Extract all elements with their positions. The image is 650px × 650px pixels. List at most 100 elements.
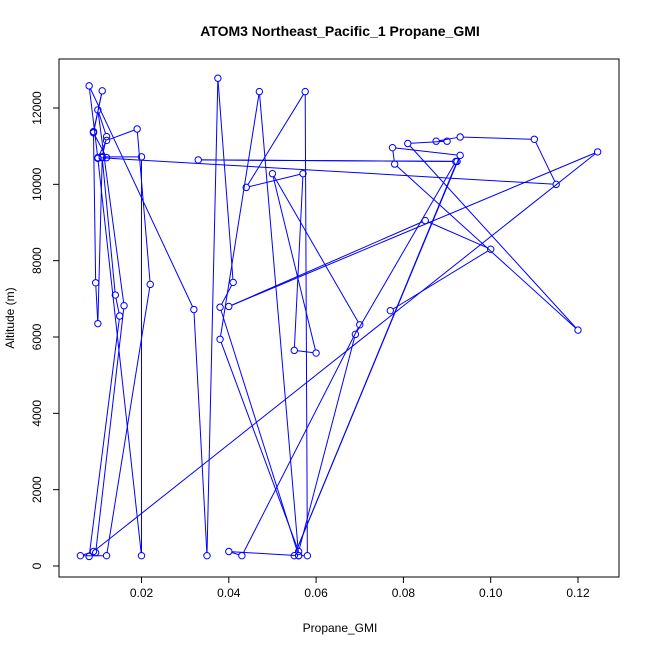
- data-point: [76, 551, 85, 560]
- data-point: [404, 139, 412, 148]
- data-point: [91, 279, 100, 287]
- y-tick-label: 10000: [30, 167, 44, 201]
- x-tick-label: 0.10: [479, 586, 503, 600]
- data-point: [102, 136, 111, 145]
- series-segment: [102, 160, 116, 292]
- data-point: [89, 547, 98, 556]
- series-segment: [297, 350, 313, 354]
- series-segment: [90, 88, 193, 307]
- series-segment: [217, 81, 234, 280]
- data-point: [133, 125, 141, 133]
- data-point: [89, 127, 98, 136]
- series-segment: [97, 113, 125, 303]
- series-segment: [259, 94, 299, 553]
- data-point: [85, 552, 93, 561]
- data-point: [552, 180, 560, 189]
- plot-frame: [58, 58, 620, 578]
- y-axis: 0 2000 4000 6000 8000 10000 12000: [30, 91, 59, 569]
- series-segment: [97, 160, 103, 321]
- data-point: [98, 87, 106, 95]
- series-segment: [102, 139, 107, 154]
- series-segment: [293, 176, 304, 348]
- x-tick-label: 0.02: [130, 586, 154, 600]
- data-point: [593, 148, 602, 156]
- series-segment: [95, 308, 125, 550]
- data-point: [312, 349, 320, 357]
- series-segment: [295, 158, 460, 553]
- data-point: [203, 551, 211, 560]
- series-segment: [98, 112, 107, 134]
- data-point: [356, 321, 364, 329]
- data-point: [487, 245, 495, 253]
- series-segment: [231, 152, 595, 306]
- data-point: [102, 132, 111, 141]
- y-tick-label: 4000: [30, 400, 44, 427]
- series-segment: [392, 250, 489, 310]
- series-segment: [220, 310, 299, 553]
- series-segment: [220, 94, 260, 337]
- data-point: [102, 153, 111, 162]
- series-segment: [98, 143, 106, 155]
- series-segment: [95, 153, 596, 550]
- series-segment: [439, 137, 458, 142]
- series-segment: [115, 298, 120, 313]
- data-point: [94, 319, 102, 328]
- series-segment: [220, 342, 298, 549]
- data-point: [268, 169, 277, 178]
- series-lines: [83, 81, 596, 557]
- y-tick-label: 2000: [30, 476, 44, 503]
- series-segment: [89, 88, 98, 156]
- data-point: [120, 302, 128, 310]
- data-point: [115, 312, 124, 320]
- series-segment: [201, 159, 454, 162]
- data-point: [94, 153, 102, 162]
- data-point: [242, 183, 250, 192]
- series-segment: [136, 132, 151, 282]
- data-point: [443, 137, 451, 145]
- series-segment: [409, 145, 577, 329]
- data-point: [216, 303, 224, 311]
- x-axis: 0.02 0.04 0.06 0.08 0.10 0.12: [130, 577, 590, 600]
- data-point: [574, 326, 582, 334]
- series-segment: [410, 140, 444, 144]
- series-segment: [89, 319, 120, 554]
- series-segment: [298, 337, 356, 549]
- x-tick-label: 0.12: [566, 586, 590, 600]
- data-point: [238, 551, 246, 560]
- y-tick-label: 12000: [30, 91, 44, 125]
- series-segment: [193, 312, 208, 553]
- series-segment: [392, 150, 395, 161]
- data-point: [294, 547, 303, 556]
- series-segment: [93, 93, 103, 129]
- x-tick-label: 0.04: [217, 586, 241, 600]
- x-tick-label: 0.06: [304, 586, 328, 600]
- data-point: [194, 156, 202, 164]
- series-segment: [463, 136, 532, 140]
- y-tick-label: 8000: [30, 247, 44, 274]
- data-point: [294, 551, 303, 560]
- series-segment: [242, 327, 359, 554]
- series-segment: [231, 221, 423, 306]
- data-point: [102, 551, 111, 560]
- data-point: [214, 74, 222, 82]
- series-segment: [304, 94, 308, 553]
- data-point: [137, 153, 146, 161]
- data-point: [111, 291, 120, 299]
- y-tick-label: 0: [30, 562, 44, 569]
- series-points: [76, 74, 602, 561]
- y-tick-label: 6000: [30, 323, 44, 350]
- series-segment: [106, 287, 151, 553]
- x-tick-label: 0.08: [392, 586, 416, 600]
- data-point: [146, 280, 154, 289]
- data-point: [303, 551, 312, 560]
- data-point: [388, 143, 397, 152]
- series-segment: [109, 129, 135, 140]
- data-point: [530, 135, 539, 143]
- data-point: [94, 106, 102, 114]
- data-point: [225, 547, 233, 556]
- series-segment: [95, 285, 99, 321]
- data-point: [190, 305, 198, 314]
- chart-title: ATOM3 Northeast_Pacific_1 Propane_GMI: [200, 23, 480, 39]
- series-segment: [101, 157, 554, 185]
- series-segment: [395, 147, 458, 156]
